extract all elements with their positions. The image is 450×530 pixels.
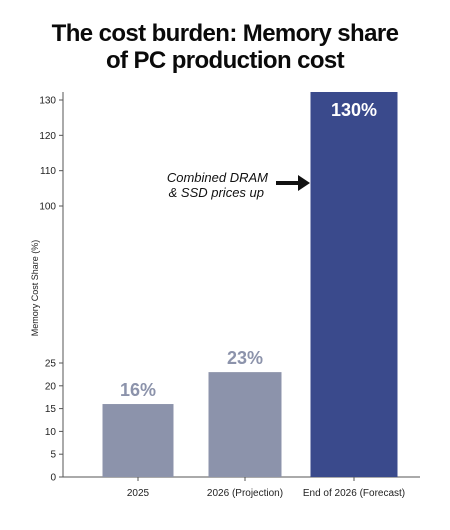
x-tick-label: End of 2026 (Forecast) [303, 488, 405, 499]
y-tick-label: 100 [39, 202, 56, 213]
annotation-line-2: & SSD prices up [169, 185, 264, 200]
chart-title: The cost burden: Memory share of PC prod… [0, 20, 450, 74]
y-tick-label: 5 [50, 450, 56, 461]
arrow-right-icon [276, 175, 310, 191]
annotation-line-1: Combined DRAM [167, 170, 268, 185]
y-axis-label: Memory Cost Share (%) [30, 240, 40, 337]
y-tick-label: 130 [39, 96, 56, 107]
x-tick-label: 2025 [127, 488, 150, 499]
x-tick-label: 2026 (Projection) [207, 488, 283, 499]
y-tick-label: 120 [39, 131, 56, 142]
y-tick-label: 110 [40, 166, 56, 177]
chart-title-line-2: of PC production cost [105, 47, 345, 74]
y-tick-label: 0 [50, 473, 56, 484]
bars [102, 92, 398, 477]
chart-title-line-1: The cost burden: Memory share [51, 20, 399, 47]
annotation: Combined DRAM & SSD prices up [167, 170, 310, 200]
y-tick-label: 20 [45, 381, 57, 392]
y-tick-label: 15 [45, 404, 57, 415]
data-label: 23% [227, 348, 263, 368]
bar [310, 92, 398, 477]
data-label: 130% [331, 100, 377, 120]
y-tick-label: 25 [45, 359, 57, 370]
bar [102, 404, 174, 477]
data-labels: 16% 23% 130% [120, 100, 377, 400]
y-tick-label: 10 [45, 427, 57, 438]
bar [208, 372, 282, 477]
data-label: 16% [120, 380, 156, 400]
